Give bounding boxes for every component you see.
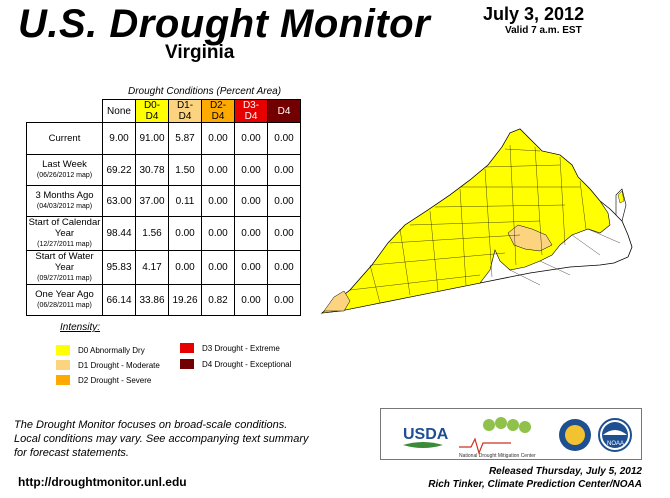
col-header-d0-d4: D0-D4 (135, 99, 169, 123)
table-cell: 91.00 (135, 122, 169, 155)
table-cell: 0.00 (201, 122, 235, 155)
table-cell: 30.78 (135, 154, 169, 186)
virginia-drought-map (320, 128, 633, 314)
eastern-shore-d0 (617, 190, 625, 204)
table-cell: 19.26 (168, 284, 202, 316)
col-header-none: None (102, 99, 136, 123)
table-cell: 0.00 (168, 216, 202, 251)
table-cell: 0.00 (234, 154, 268, 186)
row-label: Last Week (06/26/2012 map) (26, 154, 103, 186)
row-label: Current (26, 122, 103, 155)
table-cell: 0.00 (267, 284, 301, 316)
table-cell: 95.83 (102, 250, 136, 285)
legend-swatch (56, 360, 70, 370)
table-cell: 37.00 (135, 185, 169, 217)
table-cell: 5.87 (168, 122, 202, 155)
ndmc-logo: National Drought Mitigation Center (459, 417, 536, 459)
legend-title: Intensity: (60, 322, 101, 333)
table-cell: 0.00 (234, 216, 268, 251)
col-header-d3-d4: D3-D4 (234, 99, 268, 123)
noaa-logo: NOAA (598, 418, 632, 452)
table-cell: 0.00 (267, 122, 301, 155)
svg-text:USDA: USDA (403, 426, 449, 443)
table-cell: 9.00 (102, 122, 136, 155)
table-cell: 66.14 (102, 284, 136, 316)
col-header-d1-d4: D1-D4 (168, 99, 202, 123)
table-cell: 0.00 (201, 216, 235, 251)
disclaimer-note: The Drought Monitor focuses on broad-sca… (14, 419, 309, 459)
table-cell: 0.00 (234, 122, 268, 155)
table-cell: 98.44 (102, 216, 136, 251)
table-cell: 0.00 (201, 250, 235, 285)
table-cell: 33.86 (135, 284, 169, 316)
svg-text:NOAA: NOAA (607, 441, 624, 447)
doc-seal-icon (559, 419, 591, 451)
d1-area-southwest (323, 290, 351, 312)
svg-text:National Drought Mitigation Ce: National Drought Mitigation Center (459, 453, 536, 459)
d0-area (321, 128, 611, 314)
table-cell: 0.00 (201, 154, 235, 186)
table-cell: 4.17 (135, 250, 169, 285)
col-header-d2-d4: D2-D4 (201, 99, 235, 123)
legend-item-d1: D1 Drought - Moderate (56, 360, 160, 370)
legend-item-d4: D4 Drought - Exceptional (180, 359, 291, 369)
legend-swatch (180, 343, 194, 353)
website-link[interactable]: http://droughtmonitor.unl.edu (18, 475, 187, 489)
usda-logo: USDA (403, 426, 449, 448)
partner-logos: USDA National Drought Mitigation Center … (380, 408, 642, 460)
table-cell: 0.00 (267, 185, 301, 217)
table-row: Start of Calendar Year (12/27/2011 map) 98… (26, 216, 301, 251)
table-cell: 1.50 (168, 154, 202, 186)
table-cell: 0.00 (234, 185, 268, 217)
legend-item-d2: D2 Drought - Severe (56, 375, 151, 385)
table-cell: 69.22 (102, 154, 136, 186)
table-row: Last Week (06/26/2012 map) 69.22 30.78 1.50 0… (26, 154, 301, 186)
row-label: Start of Water Year (09/27/2011 map) (26, 250, 103, 285)
row-label: Start of Calendar Year (12/27/2011 map) (26, 216, 103, 251)
table-row: Current 9.00 91.00 5.87 0.00 0.00 0.00 (26, 122, 301, 155)
table-cell: 0.00 (201, 185, 235, 217)
col-header-d4: D4 (267, 99, 301, 123)
table-caption: Drought Conditions (Percent Area) (128, 86, 282, 97)
table-row: One Year Ago (06/28/2011 map) 66.14 33.86 19… (26, 284, 301, 316)
table-cell: 0.00 (234, 250, 268, 285)
valid-time: Valid 7 a.m. EST (505, 25, 582, 36)
legend-swatch (56, 345, 70, 355)
d1-area-central (507, 224, 553, 252)
table-cell: 0.82 (201, 284, 235, 316)
county-lines (349, 144, 621, 304)
row-label: One Year Ago (06/28/2011 map) (26, 284, 103, 316)
drought-conditions-table: None D0-D4 D1-D4 D2-D4 D3-D4 D4 Current 9… (26, 99, 301, 316)
table-row: Start of Water Year (09/27/2011 map) 95.83… (26, 250, 301, 285)
table-cell: 0.00 (267, 154, 301, 186)
table-cell: 0.11 (168, 185, 202, 217)
legend-swatch (180, 359, 194, 369)
table-cell: 63.00 (102, 185, 136, 217)
table-row: 3 Months Ago (04/03/2012 map) 63.00 37.00 0.… (26, 185, 301, 217)
release-info: Released Thursday, July 5, 2012 Rich Tin… (428, 466, 642, 490)
table-cell: 0.00 (234, 284, 268, 316)
table-cell: 0.00 (267, 250, 301, 285)
row-label: 3 Months Ago (04/03/2012 map) (26, 185, 103, 217)
map-title: U.S. Drought Monitor (18, 2, 431, 46)
legend-swatch (56, 375, 70, 385)
state-name: Virginia (165, 42, 235, 63)
legend-item-d3: D3 Drought - Extreme (180, 343, 280, 353)
map-date: July 3, 2012 (483, 4, 585, 24)
table-cell: 0.00 (267, 216, 301, 251)
table-cell: 1.56 (135, 216, 169, 251)
table-cell: 0.00 (168, 250, 202, 285)
legend-item-d0: D0 Abnormally Dry (56, 345, 145, 355)
